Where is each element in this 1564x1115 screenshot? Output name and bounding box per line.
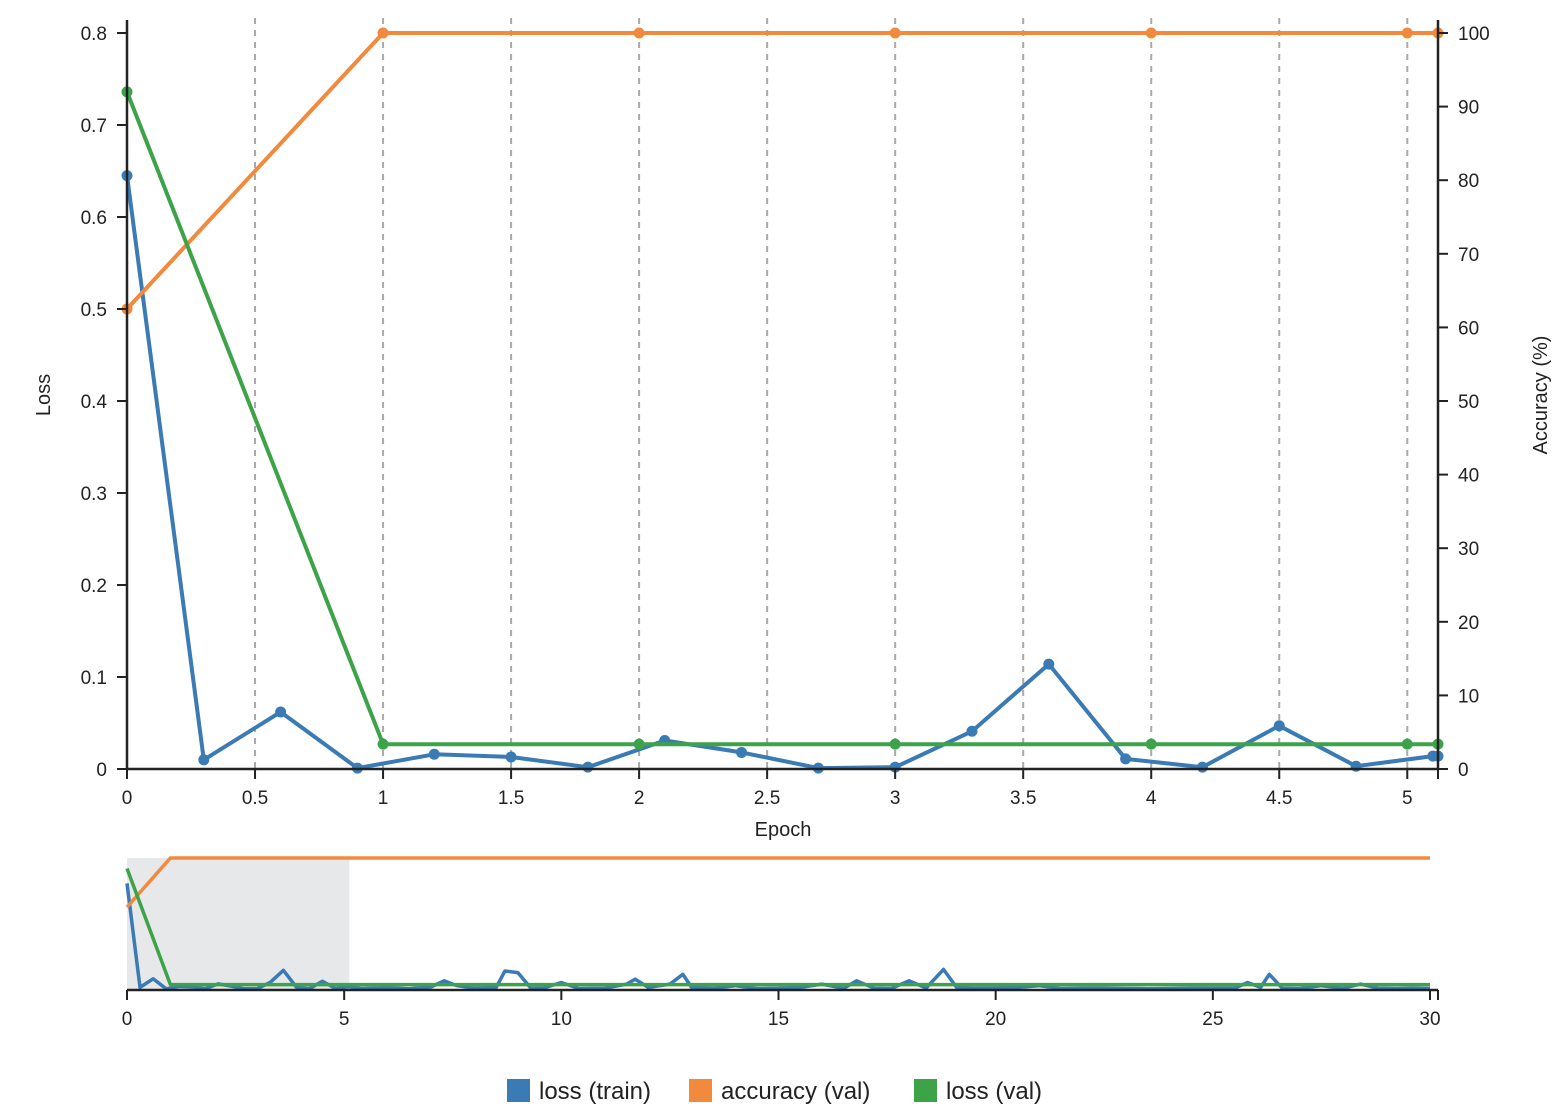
series-line-loss-train [125,175,1438,771]
data-point-loss-val [1401,738,1413,750]
y2-tick-label: 40 [1458,466,1479,487]
y2-tick-label: 10 [1458,686,1479,707]
data-point-accuracy-val [1145,27,1157,39]
series-line-loss-val [125,91,1438,747]
overview-selection-brush [127,858,350,989]
overview-x-tick-label: 5 [339,1009,350,1030]
y-tick-label: 0.4 [81,392,108,413]
main-gridlines [254,18,1409,769]
y-tick-label: 0.7 [81,116,107,137]
y2-tick-label: 80 [1458,171,1479,192]
y-axis-title: Loss [33,374,55,416]
overview-navigator[interactable]: 0 5 10 15 20 25 30 [122,856,1441,1030]
x-tick-label: 1.5 [498,788,524,809]
x-tick-label: 5 [1402,788,1413,809]
data-point-loss-train [1120,753,1132,765]
data-point-loss-train [275,706,287,718]
data-point-loss-val [1145,738,1157,750]
overview-x-tick-label: 10 [551,1009,572,1030]
x-axis-title: Epoch [755,819,812,841]
x-tick-label: 4 [1146,788,1157,809]
y-tick-label: 0.2 [81,576,107,597]
x-tick-label: 3.5 [1010,788,1036,809]
data-point-loss-train [505,751,517,763]
overview-x-tick-label: 25 [1202,1009,1223,1030]
legend-label: loss (train) [539,1078,651,1105]
data-point-loss-val [633,738,645,750]
overview-x-tick-label: 30 [1419,1009,1440,1030]
x-tick-label: 0 [122,788,133,809]
data-point-loss-train [198,754,210,766]
data-point-loss-train [1273,720,1285,732]
y2-tick-label: 50 [1458,392,1479,413]
x-tick-label: 4.5 [1266,788,1292,809]
y2-tick-label: 90 [1458,98,1479,119]
x-tick-label: 2.5 [754,788,780,809]
data-point-accuracy-val [377,27,389,39]
data-point-loss-train [582,761,594,773]
data-point-loss-val [889,738,901,750]
data-point-loss-train [736,746,748,758]
legend: loss (train) accuracy (val) loss (val) [507,1078,1042,1105]
y-tick-label: 0.6 [81,208,107,229]
data-point-accuracy-val [1401,27,1413,39]
y2-tick-label: 0 [1458,760,1469,781]
data-point-loss-train [966,725,978,737]
data-point-accuracy-val [889,27,901,39]
y2-tick-label: 60 [1458,318,1479,339]
y-tick-label: 0.5 [81,300,107,321]
y2-tick-label: 30 [1458,539,1479,560]
overview-x-tick-label: 20 [985,1009,1006,1030]
x-tick-label: 3 [890,788,901,809]
x-tick-label: 2 [634,788,645,809]
series-line-accuracy-val [125,31,1438,311]
legend-swatch [507,1079,530,1102]
y-tick-label: 0.1 [81,668,107,689]
overview-line-loss-val [125,867,1430,987]
legend-label: accuracy (val) [721,1078,870,1105]
y2-tick-label: 100 [1458,24,1490,45]
x-tick-label: 1 [378,788,389,809]
main-axes: 0 0.5 1 1.5 2 2.5 3 3.5 4 4.5 500.10.20.30.40.50.6… [81,20,1490,809]
data-point-loss-train [1196,761,1208,773]
data-point-loss-train [428,748,440,760]
y-tick-label: 0.3 [81,484,107,505]
overview-line-accuracy-val [125,856,1430,909]
legend-swatch [689,1079,712,1102]
legend-label: loss (val) [946,1078,1042,1105]
y2-tick-label: 20 [1458,613,1479,634]
y-tick-label: 0.8 [81,24,107,45]
x-tick-label: 0.5 [242,788,268,809]
overview-x-tick-label: 0 [122,1009,133,1030]
data-point-loss-train [1043,658,1055,670]
y2-axis-title: Accuracy (%) [1530,336,1552,455]
data-point-loss-val [377,738,389,750]
y-tick-label: 0 [96,760,107,781]
legend-swatch [914,1079,937,1102]
y2-tick-label: 70 [1458,245,1479,266]
data-point-accuracy-val [633,27,645,39]
overview-x-tick-label: 15 [768,1009,789,1030]
main-plot-series [121,27,1444,774]
